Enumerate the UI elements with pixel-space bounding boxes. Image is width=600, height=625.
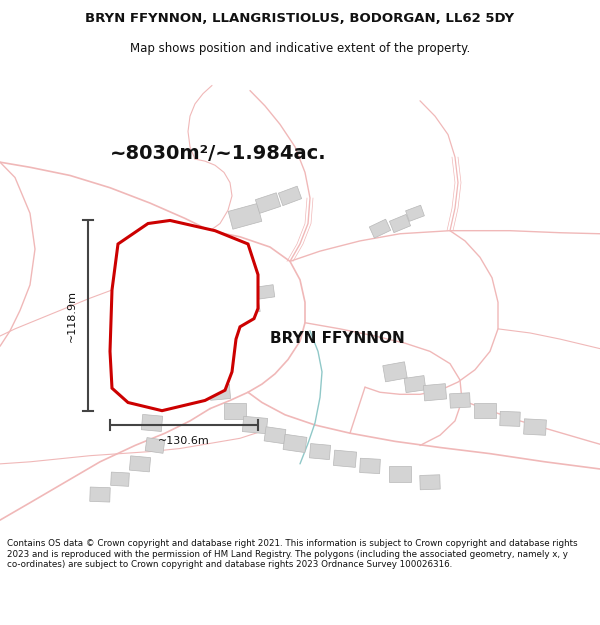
Bar — [389, 466, 411, 482]
Text: BRYN FFYNNON: BRYN FFYNNON — [270, 331, 405, 346]
Bar — [255, 285, 275, 299]
Bar — [449, 392, 470, 408]
Bar — [406, 205, 424, 221]
Bar — [500, 411, 520, 426]
Text: ~130.6m: ~130.6m — [158, 436, 210, 446]
Bar — [159, 377, 177, 391]
Bar — [424, 384, 446, 401]
Bar — [310, 444, 331, 459]
Bar — [264, 427, 286, 444]
Bar — [236, 296, 260, 316]
Text: Map shows position and indicative extent of the property.: Map shows position and indicative extent… — [130, 42, 470, 55]
Polygon shape — [112, 343, 205, 402]
Bar — [383, 362, 407, 382]
Polygon shape — [110, 221, 258, 411]
Bar — [145, 438, 165, 453]
Bar — [334, 450, 356, 468]
Bar — [524, 419, 547, 435]
Bar — [142, 414, 163, 431]
Bar — [110, 472, 130, 486]
Bar — [130, 456, 151, 472]
Bar — [370, 219, 391, 238]
Bar — [256, 192, 281, 213]
Bar — [404, 376, 426, 392]
Text: BRYN FFYNNON, LLANGRISTIOLUS, BODORGAN, LL62 5DY: BRYN FFYNNON, LLANGRISTIOLUS, BODORGAN, … — [85, 12, 515, 25]
Bar — [242, 416, 268, 434]
Bar — [359, 458, 380, 474]
Bar — [278, 186, 302, 206]
Bar — [228, 204, 262, 229]
Bar — [90, 487, 110, 502]
Bar — [420, 475, 440, 490]
Bar — [474, 403, 496, 418]
Bar — [283, 434, 307, 452]
Bar — [389, 214, 410, 232]
Text: Contains OS data © Crown copyright and database right 2021. This information is : Contains OS data © Crown copyright and d… — [7, 539, 578, 569]
Text: ~118.9m: ~118.9m — [67, 289, 77, 342]
Bar — [224, 402, 246, 419]
Bar — [209, 384, 230, 400]
Text: ~8030m²/~1.984ac.: ~8030m²/~1.984ac. — [110, 144, 326, 163]
